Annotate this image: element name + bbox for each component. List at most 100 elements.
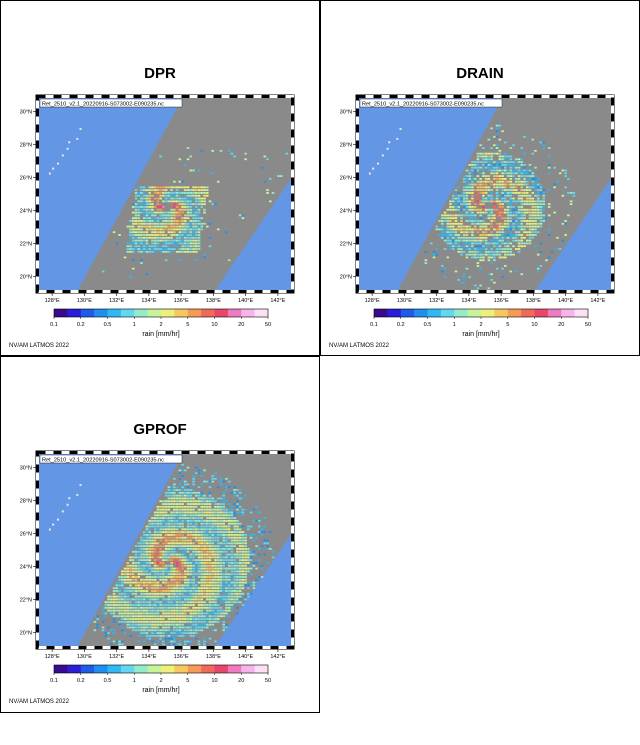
rain-pixel <box>528 186 532 189</box>
rain-pixel <box>197 519 201 522</box>
rain-pixel <box>175 536 179 539</box>
colorbar-swatch <box>534 309 549 317</box>
rain-pixel <box>181 486 184 489</box>
rain-pixel <box>200 149 204 152</box>
rain-pixel <box>263 155 267 158</box>
rain-pixel <box>203 623 206 626</box>
rain-pixel <box>222 514 226 517</box>
rain-pixel <box>140 553 143 556</box>
rain-pixel <box>137 228 141 231</box>
rain-pixel <box>564 172 567 175</box>
rain-pixel <box>134 194 138 197</box>
rain-pixel <box>219 528 223 531</box>
rain-pixel <box>131 203 135 206</box>
rain-pixel <box>181 228 184 231</box>
rain-pixel <box>539 192 543 194</box>
rain-pixel <box>473 161 477 163</box>
rain-pixel <box>534 194 537 197</box>
rain-pixel <box>567 192 570 194</box>
rain-pixel <box>184 536 187 539</box>
rain-pixel <box>238 601 242 604</box>
rain-pixel <box>181 217 184 220</box>
lon-tick-label: 132°E <box>109 298 124 304</box>
rain-pixel <box>175 250 179 253</box>
rain-pixel <box>123 606 127 609</box>
rain-pixel <box>159 548 162 550</box>
rain-pixel <box>153 643 157 646</box>
rain-pixel <box>151 550 154 553</box>
rain-pixel <box>473 242 477 245</box>
rain-pixel <box>236 573 239 576</box>
rain-pixel <box>476 242 480 245</box>
rain-pixel <box>211 519 215 522</box>
rain-pixel <box>167 618 171 620</box>
rain-pixel <box>184 634 187 637</box>
rain-pixel <box>184 491 187 494</box>
rain-pixel <box>145 609 149 612</box>
rain-pixel <box>170 517 173 519</box>
rain-pixel <box>216 525 220 528</box>
lon-tick-label: 140°E <box>238 654 253 660</box>
rain-pixel <box>219 477 223 480</box>
rain-pixel <box>148 556 151 559</box>
rain-pixel <box>192 208 195 211</box>
rain-pixel <box>184 626 187 629</box>
rain-pixel <box>230 152 234 155</box>
rain-pixel <box>219 606 223 609</box>
rain-pixel <box>112 604 116 606</box>
rain-pixel <box>260 564 264 567</box>
rain-pixel <box>258 531 261 533</box>
rain-pixel <box>509 147 513 149</box>
rain-pixel <box>465 194 469 197</box>
rain-pixel <box>131 592 135 595</box>
rain-pixel <box>572 194 576 197</box>
rain-pixel <box>181 623 184 626</box>
rain-pixel <box>131 598 135 601</box>
rain-pixel <box>525 211 529 214</box>
rain-pixel <box>509 166 513 169</box>
rain-pixel <box>203 505 206 508</box>
rain-pixel <box>189 629 193 632</box>
rain-pixel <box>189 542 193 545</box>
rain-pixel <box>219 519 223 522</box>
rain-pixel <box>151 604 154 606</box>
rain-pixel <box>241 217 245 220</box>
rain-pixel <box>208 511 212 514</box>
rain-pixel <box>238 556 242 559</box>
rain-pixel <box>184 573 187 576</box>
rain-pixel <box>170 609 173 612</box>
rain-pixel <box>197 536 201 539</box>
rain-pixel <box>175 545 179 548</box>
rain-pixel <box>203 587 206 590</box>
rain-pixel <box>184 632 187 634</box>
rain-pixel <box>153 242 157 245</box>
rain-pixel <box>208 519 212 522</box>
rain-pixel <box>164 503 168 505</box>
rain-pixel <box>153 511 157 514</box>
rain-pixel <box>131 618 135 620</box>
rain-pixel <box>211 548 215 550</box>
rain-pixel <box>493 186 496 189</box>
rain-pixel <box>255 581 258 584</box>
rain-pixel <box>479 155 482 158</box>
rain-pixel <box>473 228 477 231</box>
rain-pixel <box>184 606 187 609</box>
rain-pixel <box>504 220 507 222</box>
rain-pixel <box>244 152 247 155</box>
rain-pixel <box>244 536 247 539</box>
rain-pixel <box>129 248 132 250</box>
rain-pixel <box>142 573 146 576</box>
rain-pixel <box>140 618 143 620</box>
rain-pixel <box>509 250 513 253</box>
rain-pixel <box>465 234 469 236</box>
rain-pixel <box>189 632 193 634</box>
rain-pixel <box>493 250 496 253</box>
rain-pixel <box>484 250 488 253</box>
rain-pixel <box>476 228 480 231</box>
rain-pixel <box>244 508 247 511</box>
rain-pixel <box>203 567 206 570</box>
rain-pixel <box>542 141 546 144</box>
rain-pixel <box>164 637 168 640</box>
rain-pixel <box>495 234 499 236</box>
rain-pixel <box>484 217 488 220</box>
